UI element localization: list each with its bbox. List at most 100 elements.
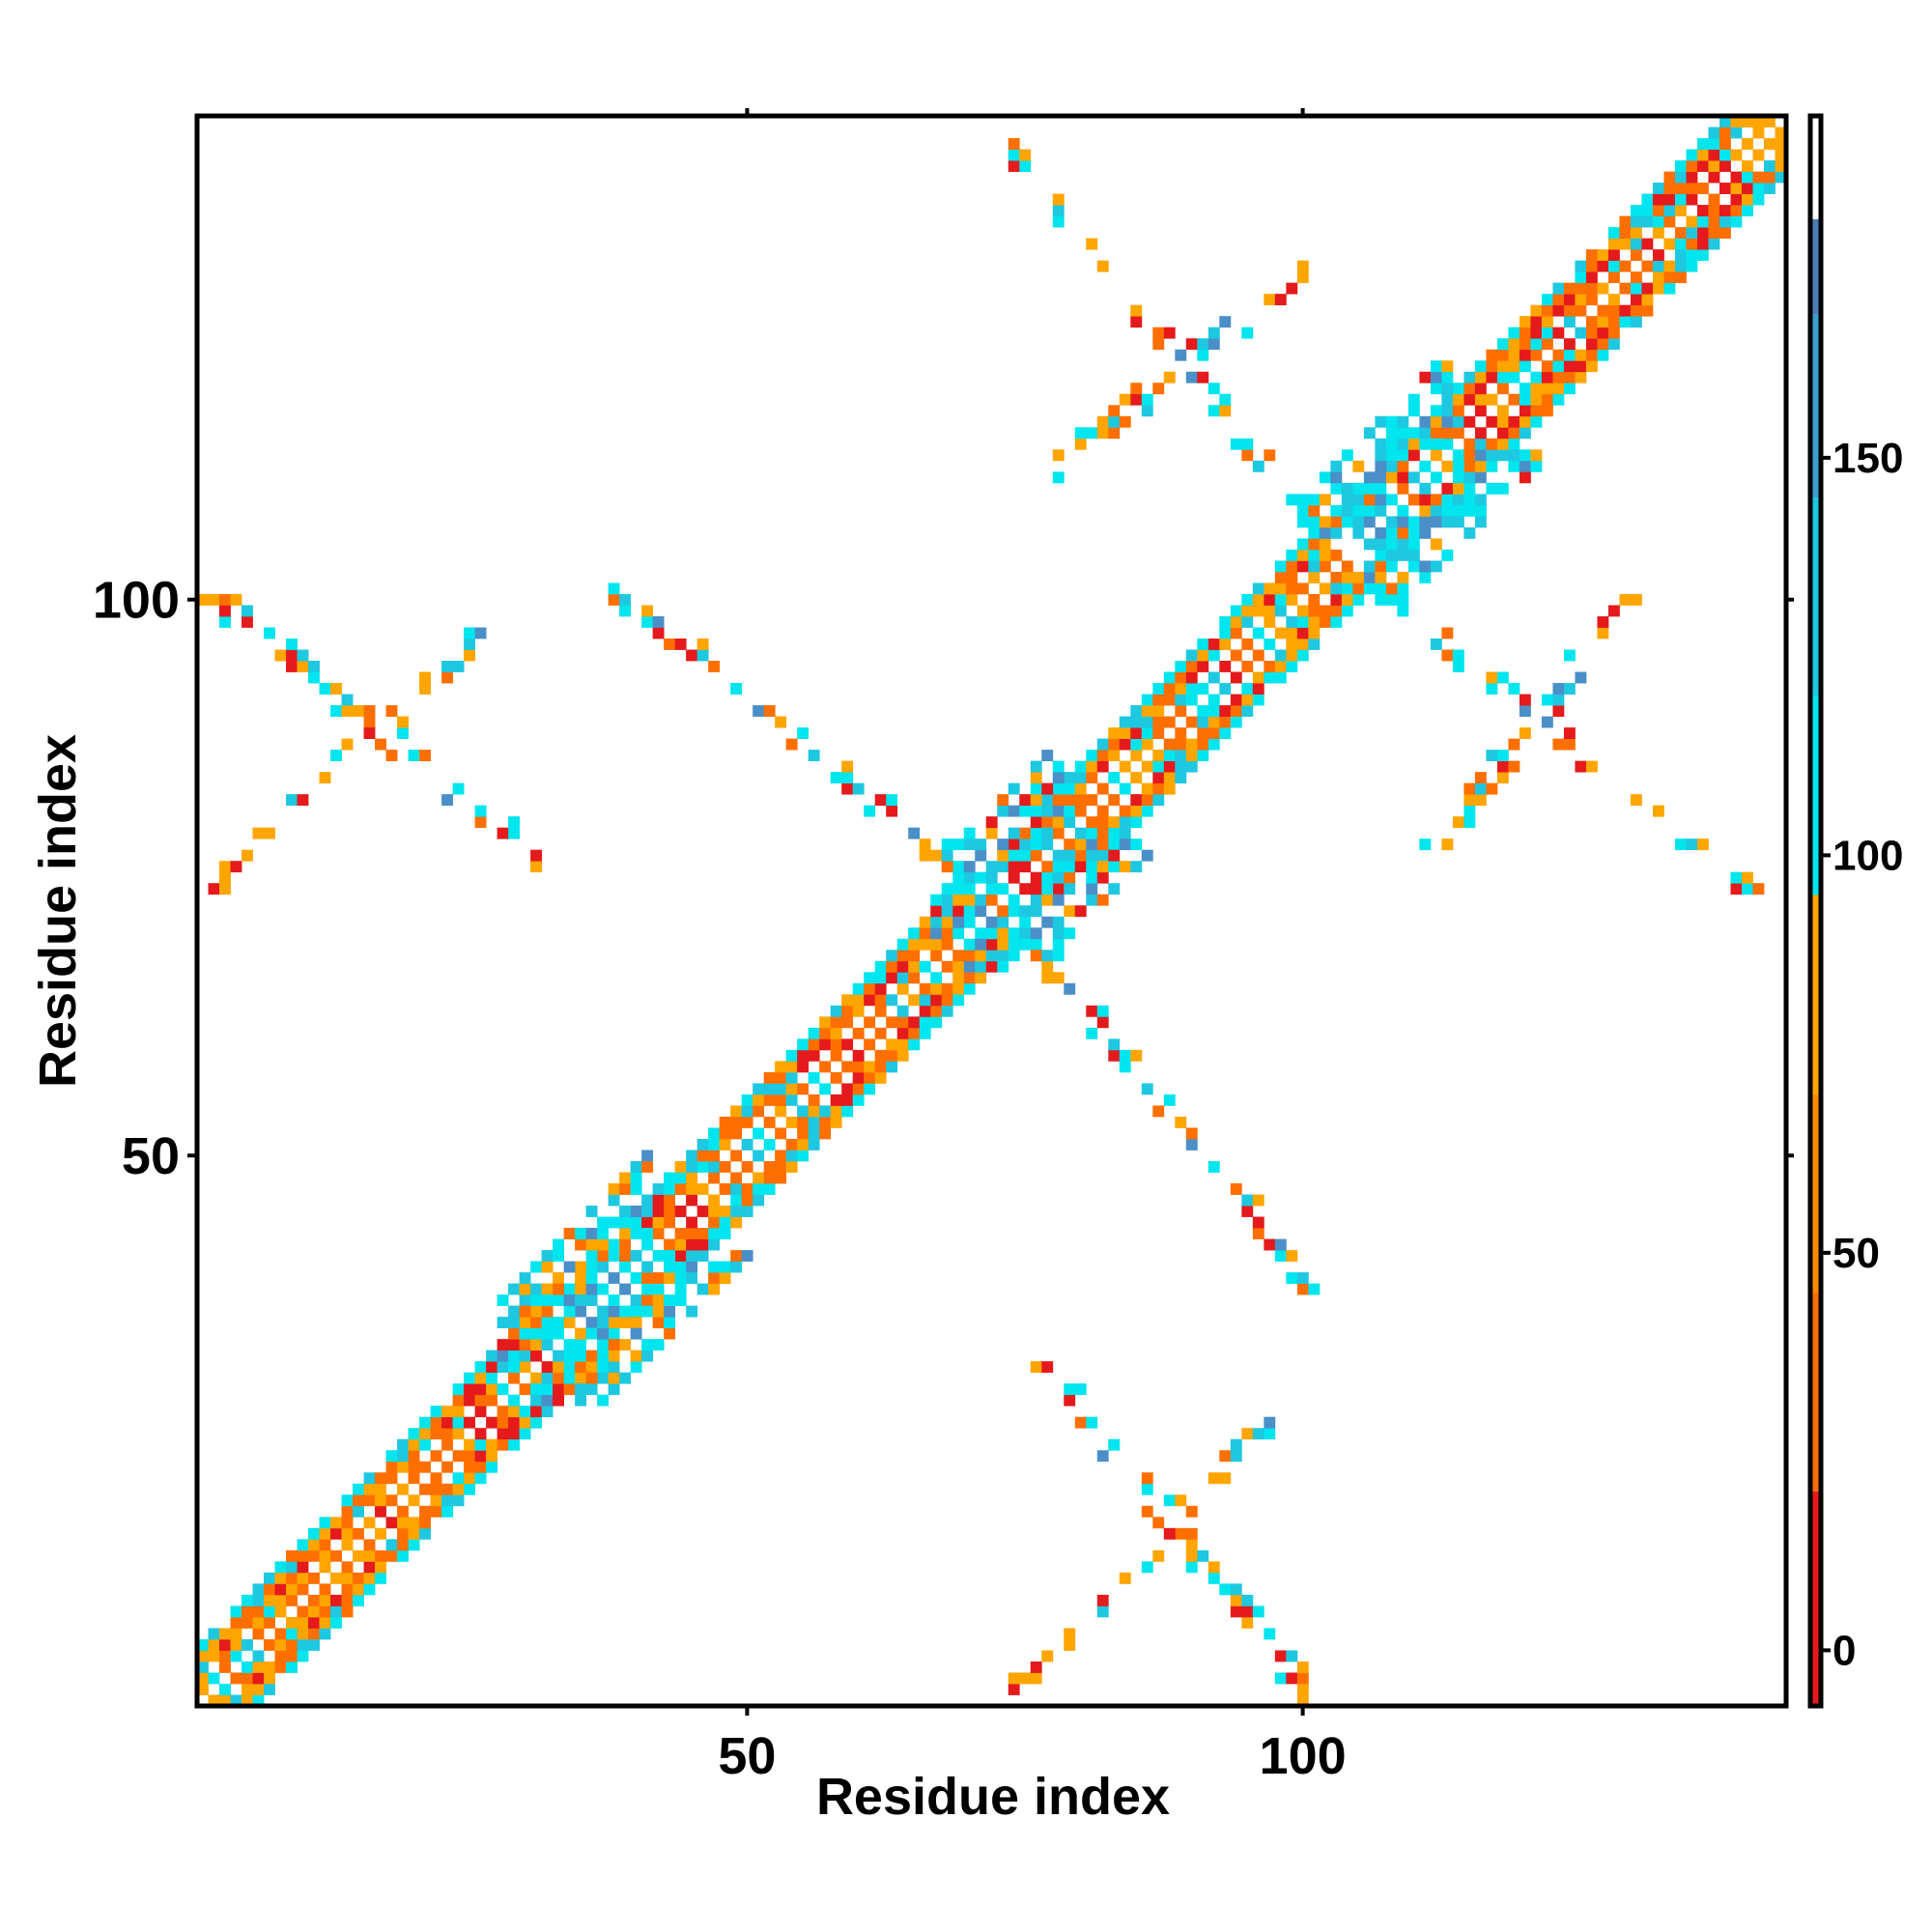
heatmap-cell: [1274, 582, 1287, 595]
heatmap-cell: [1696, 149, 1709, 161]
heatmap-cell: [1407, 516, 1420, 528]
heatmap-cell: [1185, 1527, 1198, 1540]
heatmap-cell: [1052, 972, 1065, 984]
heatmap-cell: [397, 1450, 409, 1463]
heatmap-cell: [719, 1183, 731, 1195]
heatmap-cell: [975, 927, 987, 940]
heatmap-cell: [1552, 371, 1565, 384]
heatmap-cell: [1363, 504, 1376, 517]
heatmap-cell: [519, 1305, 531, 1318]
heatmap-cell: [997, 938, 1009, 951]
heatmap-cell: [497, 1294, 509, 1307]
heatmap-cell: [408, 1450, 420, 1463]
heatmap-cell: [985, 916, 998, 928]
heatmap-cell: [219, 883, 231, 895]
heatmap-cell: [608, 1383, 620, 1396]
heatmap-cell: [1541, 716, 1553, 728]
heatmap-cell: [497, 1428, 509, 1440]
heatmap-cell: [486, 1361, 497, 1374]
heatmap-cell: [1119, 1049, 1131, 1062]
heatmap-cell: [242, 849, 253, 862]
heatmap-cell: [474, 1394, 487, 1406]
heatmap-cell: [1096, 861, 1109, 873]
heatmap-cell: [1296, 1683, 1309, 1695]
heatmap-cell: [474, 1472, 487, 1485]
heatmap-cell: [597, 1216, 610, 1229]
heatmap-cell: [553, 1350, 565, 1362]
heatmap-cell: [319, 1549, 331, 1562]
heatmap-cell: [1296, 1272, 1309, 1284]
heatmap-cell: [1296, 260, 1309, 272]
heatmap-cell: [1663, 260, 1676, 272]
heatmap-cell: [375, 1483, 386, 1495]
heatmap-cell: [608, 1327, 620, 1340]
heatmap-cell: [1496, 405, 1509, 417]
heatmap-cell: [708, 1127, 721, 1140]
heatmap-cell: [686, 1228, 698, 1239]
heatmap-cell: [1185, 716, 1198, 728]
heatmap-cell: [1119, 393, 1131, 406]
heatmap-cell: [1563, 282, 1576, 295]
heatmap-cell: [808, 1116, 820, 1128]
heatmap-cell: [1563, 383, 1576, 395]
heatmap-cell: [208, 1628, 220, 1640]
heatmap-cell: [1296, 1661, 1309, 1673]
heatmap-cell: [1274, 1650, 1287, 1662]
heatmap-cell: [252, 1605, 265, 1618]
heatmap-cell: [1330, 504, 1343, 517]
heatmap-cell: [1264, 1238, 1276, 1251]
heatmap-cell: [1296, 1672, 1309, 1685]
heatmap-cell: [1252, 582, 1264, 595]
heatmap-cell: [1441, 393, 1454, 406]
heatmap-cell: [830, 1005, 842, 1017]
heatmap-cell: [963, 905, 976, 918]
heatmap-cell: [208, 883, 220, 895]
heatmap-cell: [1241, 1594, 1254, 1606]
heatmap-cell: [1419, 560, 1432, 573]
heatmap-cell: [1052, 938, 1065, 951]
heatmap-cell: [1474, 794, 1487, 807]
heatmap-cell: [1074, 1383, 1087, 1396]
heatmap-cell: [1264, 1428, 1276, 1440]
heatmap-cell: [1474, 772, 1487, 784]
heatmap-cell: [1185, 661, 1198, 672]
x-axis-ticks: 50 100: [718, 108, 1347, 1785]
heatmap-cell: [341, 1583, 354, 1596]
heatmap-cell: [1430, 638, 1442, 650]
heatmap-cell: [274, 1572, 287, 1584]
heatmap-cell: [741, 1105, 753, 1118]
heatmap-cell: [452, 782, 465, 795]
heatmap-cell: [1330, 526, 1343, 539]
heatmap-cell: [1241, 694, 1254, 706]
heatmap-cell: [1041, 827, 1054, 839]
heatmap-cell: [1108, 427, 1121, 440]
heatmap-cell: [1219, 627, 1232, 639]
heatmap-cell: [797, 1116, 810, 1128]
heatmap-cell: [1597, 615, 1609, 628]
heatmap-cell: [1630, 593, 1642, 606]
heatmap-cell: [575, 1228, 587, 1239]
heatmap-cell: [1274, 605, 1287, 617]
heatmap-cell: [264, 1583, 275, 1596]
heatmap-cell: [1619, 227, 1632, 240]
heatmap-cell: [1708, 193, 1720, 206]
heatmap-cell: [1696, 183, 1709, 194]
heatmap-cell: [841, 1038, 854, 1051]
heatmap-cell: [975, 894, 987, 906]
heatmap-cell: [1407, 449, 1420, 462]
heatmap-cell: [1474, 471, 1487, 484]
heatmap-cell: [864, 805, 876, 817]
heatmap-cell: [686, 1216, 698, 1229]
heatmap-cell: [686, 1172, 698, 1184]
heatmap-cell: [1407, 549, 1420, 561]
heatmap-cell: [575, 1339, 587, 1351]
heatmap-cell: [896, 1038, 909, 1051]
heatmap-cell: [1030, 805, 1042, 817]
heatmap-cell: [686, 649, 698, 662]
heatmap-cell: [1508, 427, 1520, 440]
heatmap-cell: [1152, 683, 1165, 695]
heatmap-cell: [719, 1127, 731, 1140]
heatmap-cell: [641, 615, 654, 628]
heatmap-cell: [1652, 805, 1664, 817]
colorbar-band: [1810, 116, 1821, 219]
